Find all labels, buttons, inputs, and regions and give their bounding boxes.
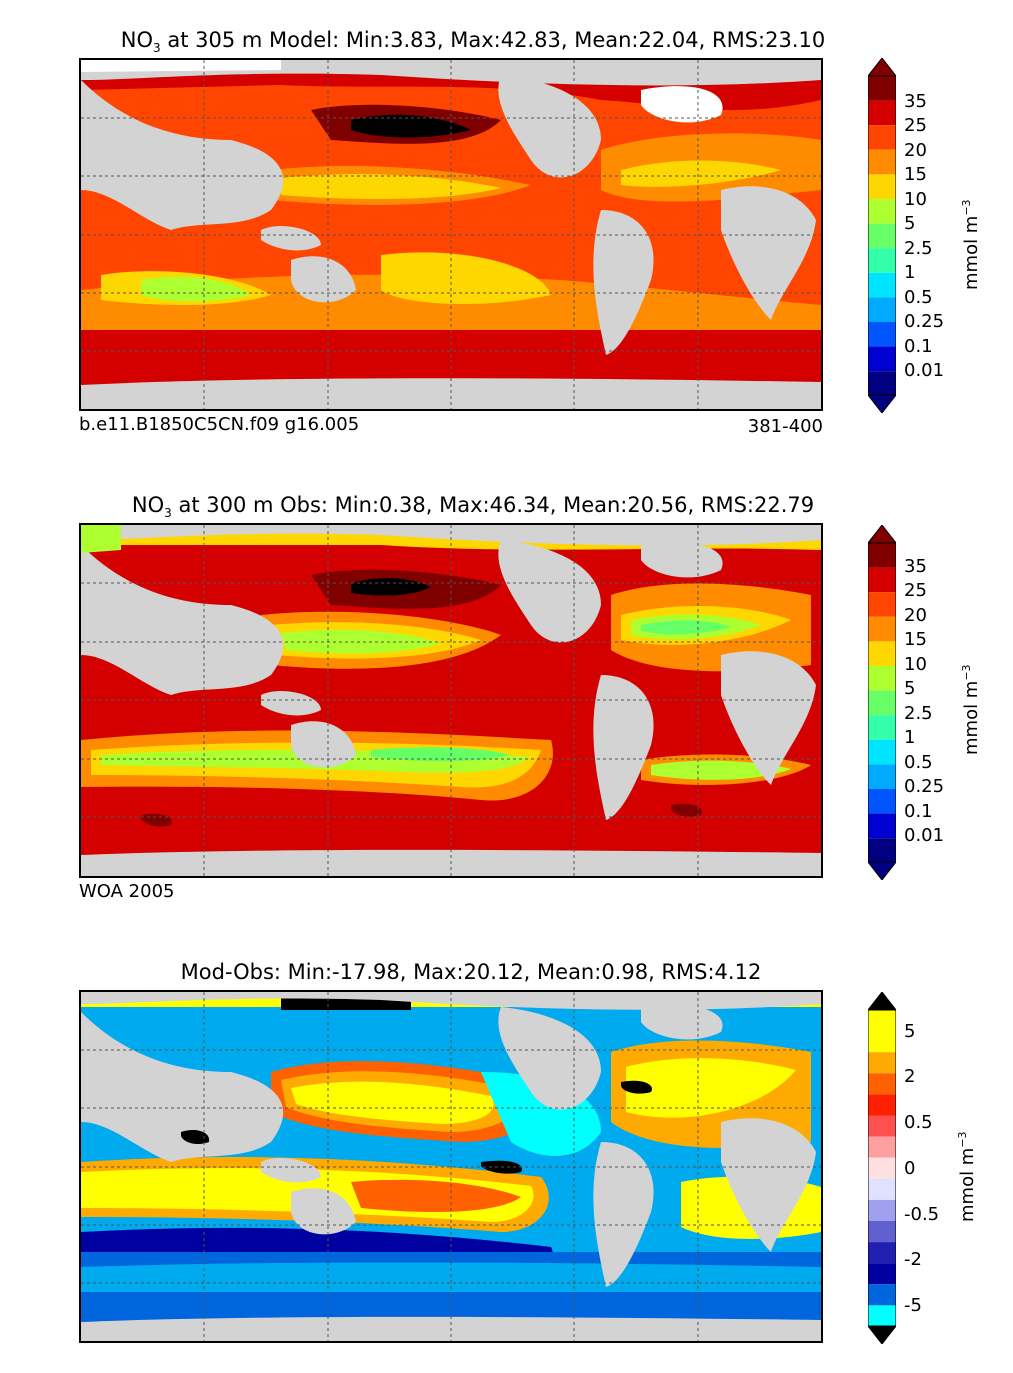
model-colorbar: [868, 58, 896, 413]
model-cb-units: mmol m−3: [960, 199, 982, 290]
model-cb-tick-6: 5: [904, 213, 916, 234]
obs-cb-tick-10: 0.25: [904, 776, 945, 797]
model-years-label: 381-400: [747, 416, 823, 437]
obs-cb-tick-9: 0.5: [904, 752, 933, 773]
obs-cb-tick-5: 10: [904, 654, 927, 675]
diff-cb-units: mmol m−3: [956, 1131, 978, 1222]
diff-cb-tick-1: 5: [904, 1021, 916, 1042]
model-cb-tick-8: 1: [904, 262, 916, 283]
obs-cb-units: mmol m−3: [960, 664, 982, 755]
obs-cb-tick-8: 1: [904, 727, 916, 748]
diff-cb-tick-7: -5: [904, 1295, 922, 1316]
obs-cb-tick-2: 25: [904, 580, 927, 601]
diff-cb-tick-3: 0.5: [904, 1112, 933, 1133]
model-cb-tick-1: 35: [904, 91, 927, 112]
obs-source-label: WOA 2005: [79, 881, 175, 902]
obs-map: [79, 523, 823, 878]
model-run-label: b.e11.B1850C5CN.f09 g16.005: [79, 414, 360, 435]
obs-panel: NO3 at 300 m Obs: Min:0.38, Max:46.34, M…: [0, 465, 1013, 925]
diff-panel: Mod-Obs: Min:-17.98, Max:20.12, Mean:0.9…: [0, 932, 1013, 1373]
model-cb-tick-3: 20: [904, 140, 927, 161]
obs-cb-tick-7: 2.5: [904, 703, 933, 724]
obs-cb-tick-4: 15: [904, 629, 927, 650]
obs-cb-tick-3: 20: [904, 605, 927, 626]
obs-title: NO3 at 300 m Obs: Min:0.38, Max:46.34, M…: [131, 493, 815, 521]
diff-map: [79, 990, 823, 1343]
model-cb-tick-12: 0.01: [904, 360, 945, 381]
diff-cb-tick-6: -2: [904, 1249, 922, 1270]
model-cb-tick-4: 15: [904, 164, 927, 185]
obs-colorbar: [868, 525, 896, 880]
model-title: NO3 at 305 m Model: Min:3.83, Max:42.83,…: [120, 28, 826, 56]
model-map: [79, 58, 823, 411]
diff-cb-tick-5: -0.5: [904, 1204, 940, 1225]
model-panel: NO3 at 305 m Model: Min:3.83, Max:42.83,…: [0, 0, 1013, 460]
diff-colorbar: [868, 992, 896, 1344]
model-cb-tick-5: 10: [904, 189, 927, 210]
model-cb-tick-10: 0.25: [904, 311, 945, 332]
diff-cb-tick-4: 0: [904, 1158, 916, 1179]
diff-title: Mod-Obs: Min:-17.98, Max:20.12, Mean:0.9…: [180, 960, 762, 984]
model-cb-tick-7: 2.5: [904, 238, 933, 259]
model-cb-tick-11: 0.1: [904, 336, 933, 357]
model-cb-tick-2: 25: [904, 115, 927, 136]
model-cb-tick-9: 0.5: [904, 287, 933, 308]
obs-cb-tick-11: 0.1: [904, 801, 933, 822]
obs-cb-tick-6: 5: [904, 678, 916, 699]
diff-cb-tick-2: 2: [904, 1066, 916, 1087]
obs-cb-tick-1: 35: [904, 556, 927, 577]
obs-cb-tick-12: 0.01: [904, 825, 945, 846]
